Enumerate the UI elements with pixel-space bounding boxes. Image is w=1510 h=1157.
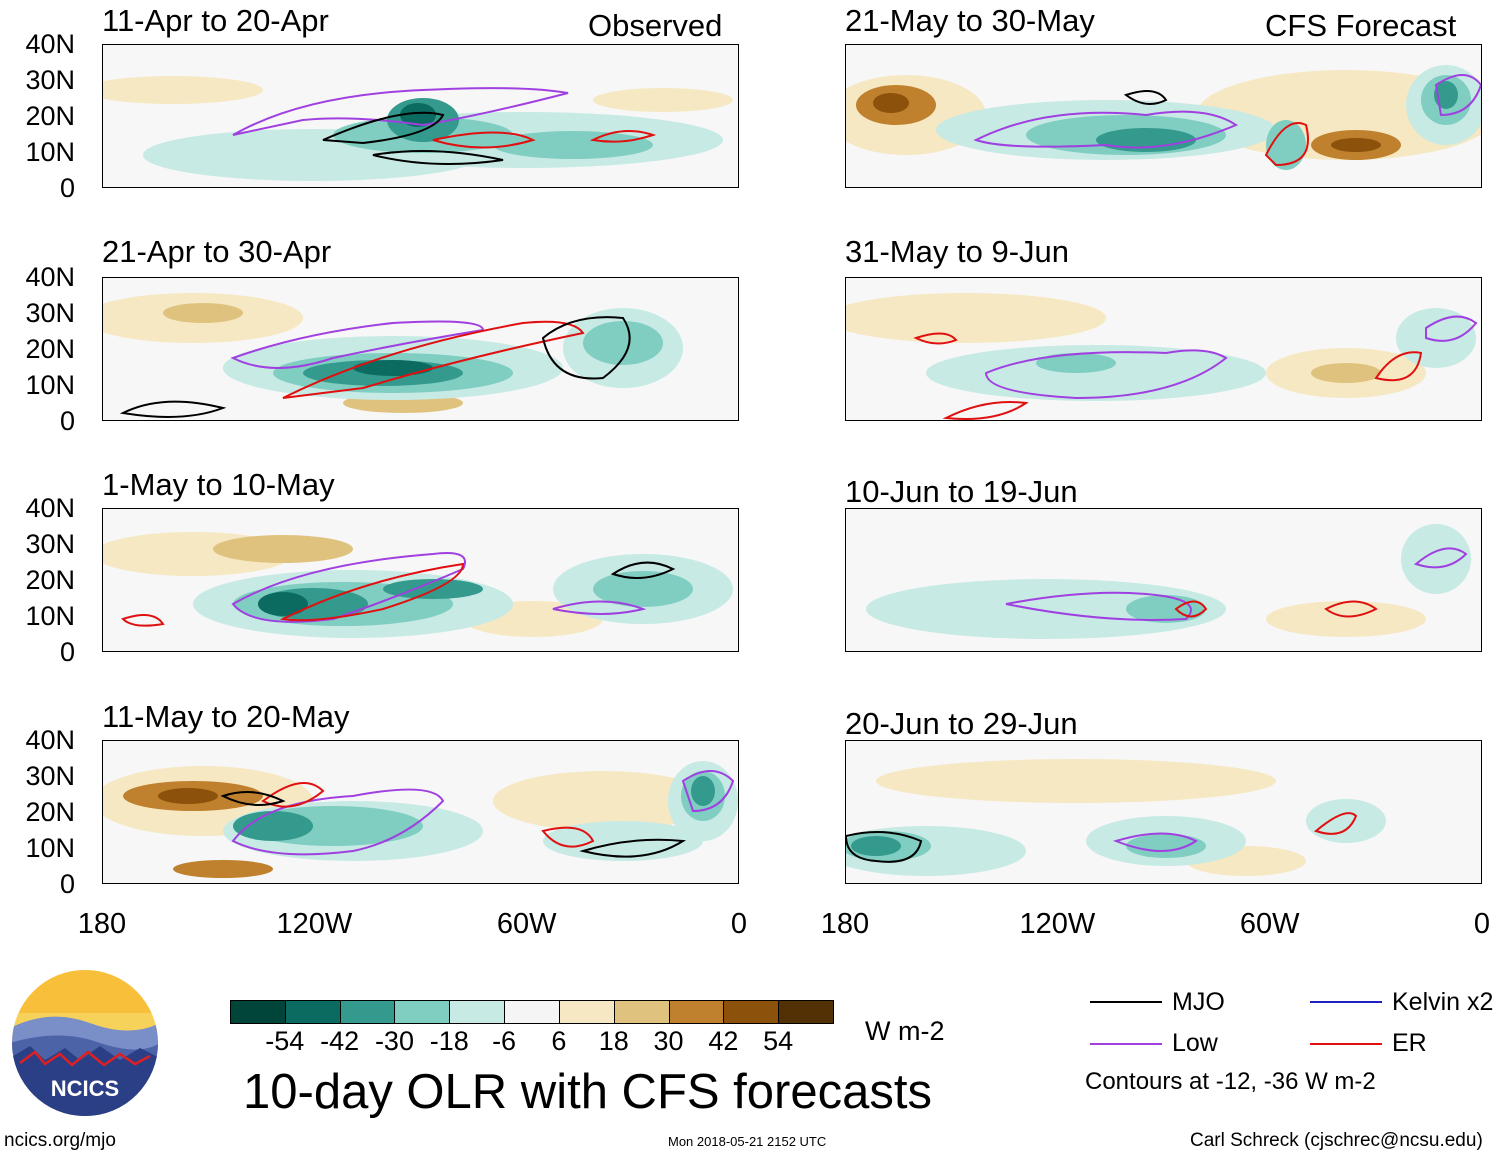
colorbar-swatch	[558, 1000, 615, 1024]
colorbar-label: 54	[763, 1026, 794, 1056]
y-tick-label: 10N	[25, 833, 75, 863]
colorbar-swatch	[668, 1000, 725, 1024]
panel-title-fc-3: 10-Jun to 19-Jun	[845, 474, 1078, 509]
colorbar-label: -30	[374, 1026, 414, 1056]
colorbar-label: 18	[598, 1026, 629, 1056]
map-panel-obs-3	[102, 508, 739, 652]
colorbar-swatch	[230, 1000, 286, 1024]
colorbar-label: -6	[492, 1026, 517, 1056]
map-panel-obs-4	[102, 740, 739, 884]
colorbar-swatch	[504, 1000, 560, 1024]
y-tick-label: 20N	[25, 334, 75, 364]
y-tick-label: 40N	[25, 725, 75, 755]
y-tick-label: 0	[59, 637, 75, 667]
legend-low-line	[1090, 1043, 1162, 1045]
colorbar-swatch	[613, 1000, 670, 1024]
main-title: 10-day OLR with CFS forecasts	[243, 1065, 932, 1119]
colorbar-label: -42	[320, 1026, 360, 1056]
x-tick-label: 180	[77, 908, 127, 940]
y-tick-label: 10N	[25, 601, 75, 631]
x-tick-label: 180	[820, 908, 870, 940]
map-panel-obs-1	[102, 44, 739, 188]
olr-field	[846, 65, 1481, 170]
panel-title-obs-3: 1-May to 10-May	[102, 467, 335, 502]
x-tick-label: 60W	[496, 908, 557, 940]
legend-er-line	[1310, 1043, 1382, 1045]
panel-title-fc-1: 21-May to 30-May	[845, 3, 1095, 38]
colorbar-swatch	[339, 1000, 396, 1024]
olr-field	[866, 524, 1471, 639]
legend-er-label: ER	[1392, 1029, 1427, 1057]
olr-field	[846, 759, 1386, 876]
y-tick-label: 30N	[25, 529, 75, 559]
colorbar-label: -18	[429, 1026, 469, 1056]
colorbar-swatch	[394, 1000, 451, 1024]
olr-field	[103, 761, 738, 878]
forecast-label: CFS Forecast	[1265, 8, 1457, 43]
olr-field	[103, 532, 733, 638]
y-tick-label: 30N	[25, 761, 75, 791]
colorbar-swatch	[449, 1000, 506, 1024]
panel-title-fc-4: 20-Jun to 29-Jun	[845, 706, 1078, 741]
y-tick-label: 0	[59, 173, 75, 203]
ncics-logo: NCICS	[10, 968, 160, 1118]
logo-text: NCICS	[51, 1076, 119, 1101]
footer-url[interactable]: ncics.org/mjo	[4, 1130, 116, 1151]
map-panel-fc-2	[845, 277, 1482, 421]
panel-title-obs-4: 11-May to 20-May	[102, 699, 350, 734]
panel-title-obs-1: 11-Apr to 20-Apr	[102, 3, 329, 38]
y-tick-label: 30N	[25, 298, 75, 328]
legend-mjo-line	[1090, 1001, 1162, 1003]
y-tick-label: 20N	[25, 565, 75, 595]
panel-title-obs-2: 21-Apr to 30-Apr	[102, 234, 332, 269]
observed-label: Observed	[588, 8, 723, 43]
colorbar-swatch	[778, 1000, 834, 1024]
panel-title-fc-2: 31-May to 9-Jun	[845, 234, 1069, 269]
map-panel-obs-2	[102, 277, 739, 421]
legend-kelvin-line	[1310, 1001, 1382, 1003]
y-tick-label: 30N	[25, 65, 75, 95]
y-tick-label: 20N	[25, 797, 75, 827]
y-tick-label: 10N	[25, 370, 75, 400]
y-tick-label: 0	[59, 869, 75, 899]
map-panel-fc-3	[845, 508, 1482, 652]
colorbar-label: 30	[653, 1026, 684, 1056]
map-panel-fc-4	[845, 740, 1482, 884]
colorbar-label: 42	[708, 1026, 739, 1056]
y-tick-label: 20N	[25, 101, 75, 131]
colorbar-label: 6	[551, 1026, 567, 1056]
y-tick-label: 40N	[25, 29, 75, 59]
y-tick-label: 10N	[25, 137, 75, 167]
legend-note: Contours at -12, -36 W m-2	[1085, 1068, 1376, 1095]
x-tick-label: 0	[1473, 908, 1491, 940]
colorbar-units: W m-2	[865, 1016, 945, 1046]
x-tick-label: 120W	[1019, 908, 1096, 940]
footer-author: Carl Schreck (cjschrec@ncsu.edu)	[1190, 1130, 1483, 1151]
olr-field	[846, 293, 1478, 420]
colorbar-label: -54	[265, 1026, 305, 1056]
colorbar-swatch	[723, 1000, 780, 1024]
legend-low-label: Low	[1172, 1029, 1218, 1057]
olr-field	[103, 293, 683, 418]
y-tick-label: 40N	[25, 262, 75, 292]
x-tick-label: 0	[730, 908, 748, 940]
y-tick-label: 40N	[25, 493, 75, 523]
olr-field	[103, 76, 733, 181]
map-panel-fc-1	[845, 44, 1482, 188]
colorbar-swatch	[284, 1000, 341, 1024]
legend-kelvin-label: Kelvin x2	[1392, 988, 1494, 1016]
y-tick-label: 0	[59, 406, 75, 436]
footer-timestamp: Mon 2018-05-21 2152 UTC	[668, 1134, 827, 1149]
x-tick-label: 120W	[276, 908, 353, 940]
colorbar: -54 -42 -30 -18 -6 6 18 30 42 54	[230, 1000, 834, 1060]
x-tick-label: 60W	[1239, 908, 1300, 940]
legend-mjo-label: MJO	[1172, 988, 1225, 1016]
